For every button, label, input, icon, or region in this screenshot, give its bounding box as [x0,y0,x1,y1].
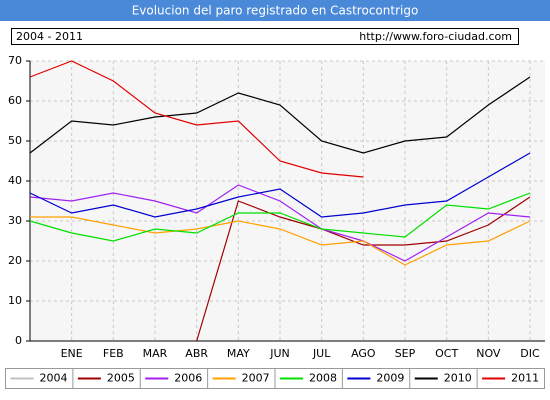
y-tick-label: 70 [8,54,22,67]
series-line [29,76,531,154]
plot-area [30,61,545,341]
x-tick-label: SEP [395,347,416,360]
y-tick-label: 10 [8,294,22,307]
x-tick-label: OCT [435,347,458,360]
series-line [29,192,531,242]
legend-label: 2007 [242,372,270,385]
x-tick-label: NOV [476,347,501,360]
series-line [30,216,531,266]
title-bar [0,0,550,21]
series-line [29,60,364,178]
legend-label: 2010 [444,372,472,385]
legend-label: 2011 [511,372,539,385]
series-line [29,184,531,262]
legend-label: 2006 [174,372,202,385]
x-tick-label: ENE [61,347,83,360]
y-tick-label: 40 [8,174,22,187]
legend-label: 2004 [40,372,68,385]
chart-title: Evolucion del paro registrado en Castroc… [132,4,419,18]
x-tick-label: ABR [185,347,208,360]
info-box [11,28,519,45]
y-tick-label: 0 [15,334,22,347]
y-tick-label: 50 [8,134,22,147]
legend-label: 2009 [376,372,404,385]
series-line [29,152,531,218]
legend-label: 2005 [107,372,135,385]
x-tick-label: MAY [227,347,250,360]
y-tick-label: 60 [8,94,22,107]
legend-label: 2008 [309,372,337,385]
y-tick-label: 20 [8,254,22,267]
x-tick-label: FEB [103,347,124,360]
series-line [196,196,531,342]
y-tick-label: 30 [8,214,22,227]
period: 2004 - 2011 [16,30,83,43]
source-url: http://www.foro-ciudad.com [359,30,512,43]
x-tick-label: AGO [351,347,376,360]
x-tick-label: JUN [269,347,290,360]
x-tick-label: JUL [312,347,331,360]
x-tick-label: MAR [143,347,168,360]
x-tick-label: DIC [520,347,540,360]
